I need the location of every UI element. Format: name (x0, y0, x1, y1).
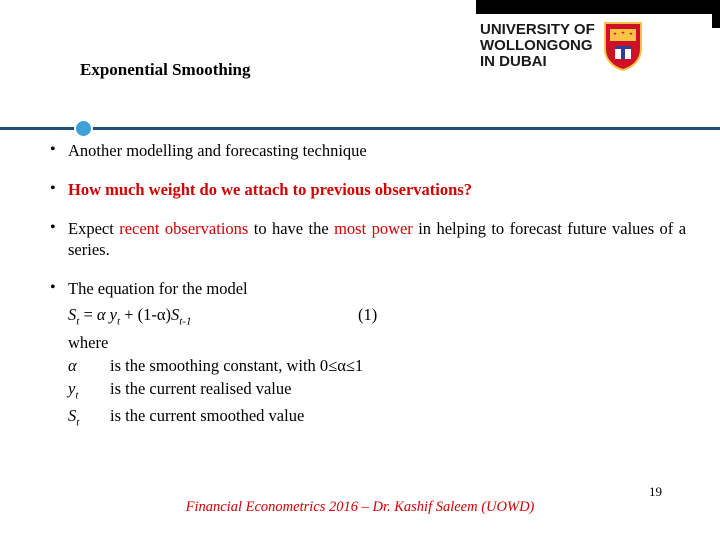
eq-alpha: α (97, 305, 110, 324)
page-number: 19 (649, 484, 662, 500)
eq-eq: = (79, 305, 97, 324)
where-label: where (68, 332, 686, 353)
bullet-4: The equation for the model (48, 278, 686, 299)
eq-s2-sub: t-1 (179, 315, 191, 327)
bullet-3-pre: Expect (68, 219, 119, 238)
def-alpha-txt: is the smoothing constant, with 0≤α≤1 (110, 355, 363, 376)
top-black-strip (476, 0, 720, 14)
bullet-3: Expect recent observations to have the m… (48, 218, 686, 260)
logo-text: UNIVERSITY OF WOLLONGONG IN DUBAI (480, 22, 595, 69)
university-logo: UNIVERSITY OF WOLLONGONG IN DUBAI (480, 19, 690, 73)
bullet-1-text: Another modelling and forecasting techni… (68, 141, 367, 160)
logo-line1: UNIVERSITY OF (480, 22, 595, 38)
footer-text: Financial Econometrics 2016 – Dr. Kashif… (0, 499, 720, 516)
eq-plus: + (1-α) (120, 305, 171, 324)
def-y-sub: t (75, 389, 78, 401)
equation: St = α yt + (1-α)St-1 (1) (68, 304, 686, 328)
slide: UNIVERSITY OF WOLLONGONG IN DUBAI Expone… (0, 0, 720, 540)
content-area: Another modelling and forecasting techni… (48, 140, 686, 429)
divider-line (0, 127, 720, 130)
equation-block: St = α yt + (1-α)St-1 (1) where α is the… (48, 304, 686, 429)
eq-number: (1) (358, 304, 377, 328)
divider-dot-icon (76, 121, 91, 136)
def-s: St is the current smoothed value (68, 405, 686, 429)
shield-icon (601, 21, 645, 71)
def-alpha-sym: α (68, 355, 110, 376)
def-s-sym: S (68, 406, 76, 425)
bullet-2-text: How much weight do we attach to previous… (68, 180, 472, 199)
bullet-3-mid: to have the (248, 219, 334, 238)
def-s-sub: t (76, 416, 79, 428)
bullet-3-r2: most power (334, 219, 413, 238)
bullet-1: Another modelling and forecasting techni… (48, 140, 686, 161)
bullet-4-text: The equation for the model (68, 279, 248, 298)
def-s-txt: is the current smoothed value (110, 405, 304, 429)
top-black-shadow (712, 14, 720, 28)
slide-title: Exponential Smoothing (80, 60, 251, 80)
eq-lhs-sym: S (68, 305, 76, 324)
logo-line2: WOLLONGONG (480, 38, 595, 54)
def-alpha: α is the smoothing constant, with 0≤α≤1 (68, 355, 686, 376)
eq-y: y (110, 305, 117, 324)
bullet-3-r1: recent observations (119, 219, 248, 238)
logo-line3: IN DUBAI (480, 54, 595, 70)
bullet-2: How much weight do we attach to previous… (48, 179, 686, 200)
def-y: yt is the current realised value (68, 378, 686, 402)
eq-s2: S (171, 305, 179, 324)
def-y-txt: is the current realised value (110, 378, 291, 402)
